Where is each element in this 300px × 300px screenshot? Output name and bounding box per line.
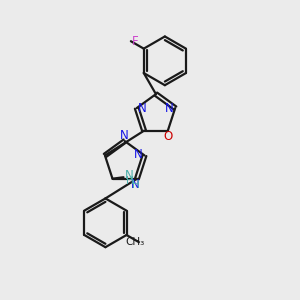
Text: H: H xyxy=(131,180,139,190)
Text: N: N xyxy=(131,178,140,191)
Text: N: N xyxy=(120,129,129,142)
Text: N: N xyxy=(134,148,142,161)
Text: O: O xyxy=(163,130,172,143)
Text: F: F xyxy=(132,35,139,48)
Text: N: N xyxy=(165,102,174,115)
Text: N: N xyxy=(125,169,134,182)
Text: H: H xyxy=(126,176,134,186)
Text: N: N xyxy=(138,102,147,115)
Text: CH₃: CH₃ xyxy=(126,237,145,247)
